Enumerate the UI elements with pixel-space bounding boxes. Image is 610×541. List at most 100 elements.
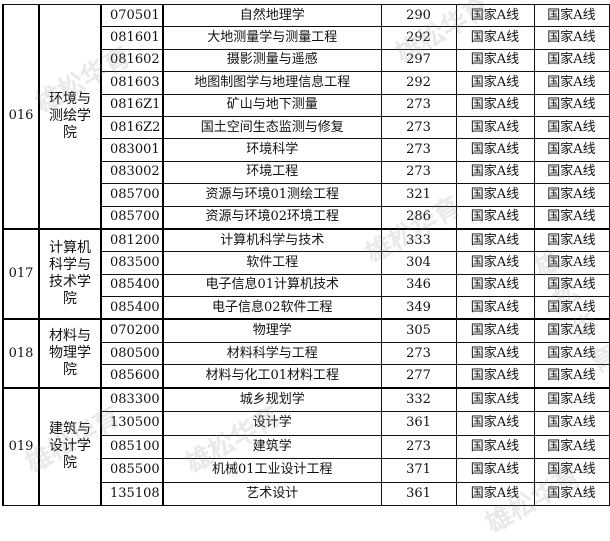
score-line: 273 (380, 93, 457, 117)
major-code: 083300 (100, 386, 164, 413)
score-line: 273 (380, 115, 457, 140)
line-type: 国家A线 (533, 160, 610, 185)
score-line: 361 (380, 411, 457, 436)
table-row: 083500 软件工程 304 国家A线 国家A线 (3, 251, 610, 275)
line-type: 国家A线 (455, 318, 535, 343)
major-code: 080500 (100, 341, 164, 366)
score-line: 346 (380, 273, 457, 298)
line-type: 国家A线 (533, 3, 610, 28)
line-type: 国家A线 (533, 48, 610, 73)
table-row: 0816Z2 国土空间生态监测与修复 273 国家A线 国家A线 (3, 115, 610, 140)
line-type: 国家A线 (533, 411, 610, 436)
table-row: 085400 电子信息02软件工程 349 国家A线 国家A线 (3, 296, 610, 320)
line-type: 国家A线 (455, 48, 535, 73)
table-row: 135108 艺术设计 361 国家A线 国家A线 (3, 481, 610, 507)
line-type: 国家A线 (533, 341, 610, 366)
major-code: 081603 (100, 71, 164, 95)
line-type: 国家A线 (533, 481, 610, 507)
line-type: 国家A线 (533, 227, 610, 253)
line-type: 国家A线 (455, 296, 535, 320)
college-code: 016 (2, 3, 40, 230)
score-line: 292 (380, 71, 457, 95)
major-name: 设计学 (162, 411, 382, 436)
major-name: 大地测量学与测量工程 (162, 26, 382, 50)
major-code: 085600 (100, 364, 164, 389)
table-row: 130500 设计学 361 国家A线 国家A线 (3, 411, 610, 436)
line-type: 国家A线 (533, 183, 610, 207)
major-name: 电子信息01计算机技术 (162, 273, 382, 298)
line-type: 国家A线 (455, 434, 535, 460)
score-line: 361 (380, 481, 457, 507)
score-line: 333 (380, 227, 457, 253)
score-line: 371 (380, 458, 457, 483)
major-name: 软件工程 (162, 251, 382, 275)
line-type: 国家A线 (533, 434, 610, 460)
score-line: 273 (380, 434, 457, 460)
line-type: 国家A线 (455, 160, 535, 185)
line-type: 国家A线 (455, 93, 535, 117)
major-code: 0816Z2 (100, 115, 164, 140)
line-type: 国家A线 (533, 386, 610, 413)
major-name: 计算机科学与技术 (162, 227, 382, 253)
line-type: 国家A线 (455, 251, 535, 275)
table-row: 0816Z1 矿山与地下测量 273 国家A线 国家A线 (3, 93, 610, 117)
table-row: 085500 机械01工业设计工程 371 国家A线 国家A线 (3, 458, 610, 483)
major-code: 083500 (100, 251, 164, 275)
table-row: 018 材料与物理学院 070200 物理学 305 国家A线 国家A线 (2, 318, 610, 389)
score-line: 277 (380, 364, 457, 389)
college-name: 材料与物理学院 (38, 318, 102, 389)
line-type: 国家A线 (455, 205, 535, 230)
major-name: 自然地理学 (162, 3, 382, 28)
line-type: 国家A线 (455, 273, 535, 298)
major-name: 物理学 (162, 318, 382, 343)
line-type: 国家A线 (455, 341, 535, 366)
major-code: 081200 (100, 227, 164, 253)
table-row: 085400 电子信息01计算机技术 346 国家A线 国家A线 (3, 273, 610, 298)
major-name: 材料与化工01材料工程 (162, 364, 382, 389)
line-type: 国家A线 (533, 273, 610, 298)
score-line: 273 (380, 138, 457, 162)
table-row: 080500 材料科学与工程 273 国家A线 国家A线 (3, 341, 610, 366)
score-line: 286 (380, 205, 457, 230)
line-type: 国家A线 (455, 71, 535, 95)
major-name: 机械01工业设计工程 (162, 458, 382, 483)
line-type: 国家A线 (455, 458, 535, 483)
major-name: 矿山与地下测量 (162, 93, 382, 117)
line-type: 国家A线 (533, 93, 610, 117)
score-line: 297 (380, 48, 457, 73)
table-row: 017 计算机科学与技术学院 081200 计算机科学与技术 333 国家A线 国家A线 (2, 227, 610, 320)
table-row: 016 环境与测绘学院 070501 自然地理学 290 国家A线 国家A线 (2, 3, 610, 230)
line-type: 国家A线 (455, 26, 535, 50)
line-type: 国家A线 (455, 481, 535, 507)
table-row: 085100 建筑学 273 国家A线 国家A线 (3, 434, 610, 460)
line-type: 国家A线 (533, 296, 610, 320)
line-type: 国家A线 (455, 386, 535, 413)
line-type: 国家A线 (533, 458, 610, 483)
table-row: 085700 资源与环境01测绘工程 321 国家A线 国家A线 (3, 183, 610, 207)
major-name: 城乡规划学 (162, 386, 382, 413)
college-code: 018 (2, 318, 40, 389)
score-line: 332 (380, 386, 457, 413)
line-type: 国家A线 (533, 26, 610, 50)
line-type: 国家A线 (533, 138, 610, 162)
line-type: 国家A线 (533, 71, 610, 95)
major-name: 建筑学 (162, 434, 382, 460)
major-code: 085400 (100, 296, 164, 320)
score-line: 305 (380, 318, 457, 343)
major-name: 环境科学 (162, 138, 382, 162)
major-code: 085400 (100, 273, 164, 298)
line-type: 国家A线 (533, 115, 610, 140)
score-line: 273 (380, 341, 457, 366)
major-code: 085500 (100, 458, 164, 483)
score-line: 292 (380, 26, 457, 50)
major-code: 0816Z1 (100, 93, 164, 117)
score-line: 304 (380, 251, 457, 275)
major-code: 085100 (100, 434, 164, 460)
line-type: 国家A线 (455, 3, 535, 28)
major-name: 艺术设计 (162, 481, 382, 507)
major-code: 070501 (100, 3, 164, 28)
major-name: 电子信息02软件工程 (162, 296, 382, 320)
table-row: 019 建筑与设计学院 083300 城乡规划学 332 国家A线 国家A线 (2, 386, 610, 507)
major-name: 国土空间生态监测与修复 (162, 115, 382, 140)
table-row: 081603 地图制图学与地理信息工程 292 国家A线 国家A线 (3, 71, 610, 95)
